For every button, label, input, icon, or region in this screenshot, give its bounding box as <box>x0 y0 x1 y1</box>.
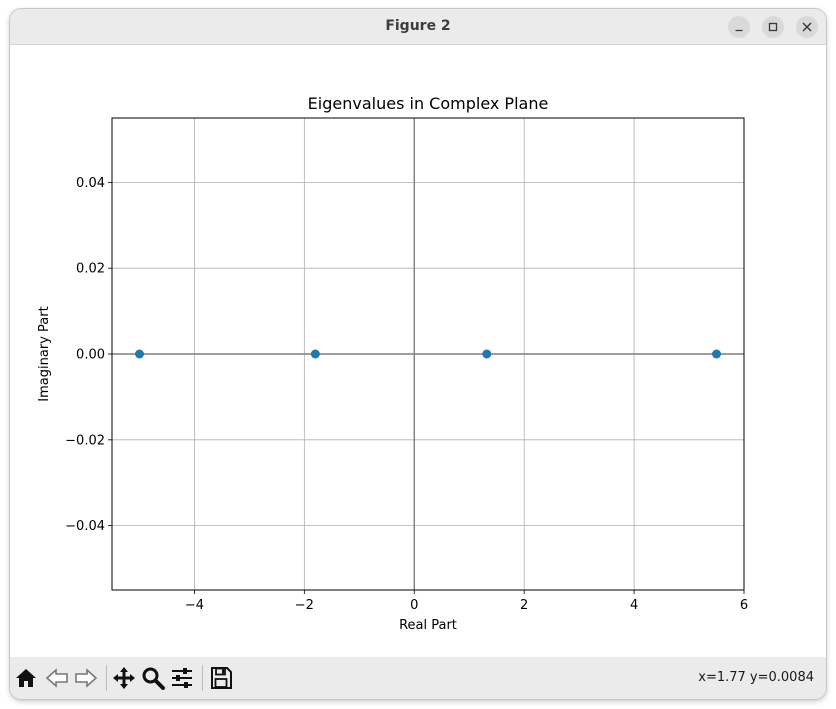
close-button[interactable] <box>796 16 818 38</box>
configure-subplots-button[interactable] <box>168 664 196 692</box>
reference-lines <box>112 118 744 590</box>
y-axis-label: Imaginary Part <box>37 306 52 401</box>
ticks: −4 −2 0 2 4 6 −0.04 −0.02 0.00 0.02 0.04 <box>65 176 748 613</box>
window-title: Figure 2 <box>385 18 451 34</box>
eigenvalue-chart[interactable]: −4 −2 0 2 4 6 −0.04 −0.02 0.00 0.02 0.04 Eigenvalu… <box>10 45 826 657</box>
y-tick-label: 0.02 <box>76 262 105 277</box>
home-button[interactable] <box>12 664 40 692</box>
cursor-coordinates: x=1.77 y=0.0084 <box>698 670 814 685</box>
pan-button[interactable] <box>110 664 138 692</box>
eigenvalue-point <box>134 349 144 359</box>
y-tick-label: 0.04 <box>76 176 105 191</box>
x-tick-label: −2 <box>295 598 314 613</box>
maximize-button[interactable] <box>762 16 784 38</box>
eigenvalue-point <box>482 349 492 359</box>
minimize-icon <box>735 29 743 32</box>
data-points <box>134 349 722 359</box>
x-tick-label: 0 <box>410 598 418 613</box>
forward-button[interactable] <box>72 664 100 692</box>
zoom-button[interactable] <box>139 664 167 692</box>
back-button[interactable] <box>43 664 71 692</box>
y-tick-label: −0.02 <box>65 433 105 448</box>
chart-title: Eigenvalues in Complex Plane <box>308 94 549 113</box>
title-bar[interactable]: Figure 2 <box>10 9 826 45</box>
back-arrow-icon <box>45 668 68 688</box>
pan-icon <box>113 667 135 689</box>
maximize-icon <box>768 22 778 32</box>
plot-canvas[interactable]: −4 −2 0 2 4 6 −0.04 −0.02 0.00 0.02 0.04 Eigenvalu… <box>10 45 826 657</box>
forward-arrow-icon <box>75 668 98 688</box>
close-icon <box>802 22 812 32</box>
x-tick-label: −4 <box>185 598 204 613</box>
eigenvalue-point <box>712 349 722 359</box>
figure-window: Figure 2 −4 −2 0 2 4 6 −0.04 −0.02 0.00 0.02 0.04 <box>10 9 826 699</box>
save-icon <box>211 667 232 689</box>
toolbar-separator <box>202 665 203 691</box>
navigation-toolbar: x=1.77 y=0.0084 <box>10 657 826 699</box>
y-tick-label: 0.00 <box>76 348 105 363</box>
x-axis-label: Real Part <box>399 618 457 633</box>
y-tick-label: −0.04 <box>65 519 105 534</box>
x-tick-label: 4 <box>630 598 638 613</box>
configure-subplots-icon <box>172 668 192 688</box>
x-tick-label: 2 <box>520 598 528 613</box>
minimize-button[interactable] <box>728 16 750 38</box>
zoom-icon <box>142 667 165 690</box>
toolbar-separator <box>106 665 107 691</box>
home-icon <box>16 669 36 687</box>
x-tick-label: 6 <box>740 598 748 613</box>
save-button[interactable] <box>207 664 235 692</box>
eigenvalue-point <box>310 349 320 359</box>
